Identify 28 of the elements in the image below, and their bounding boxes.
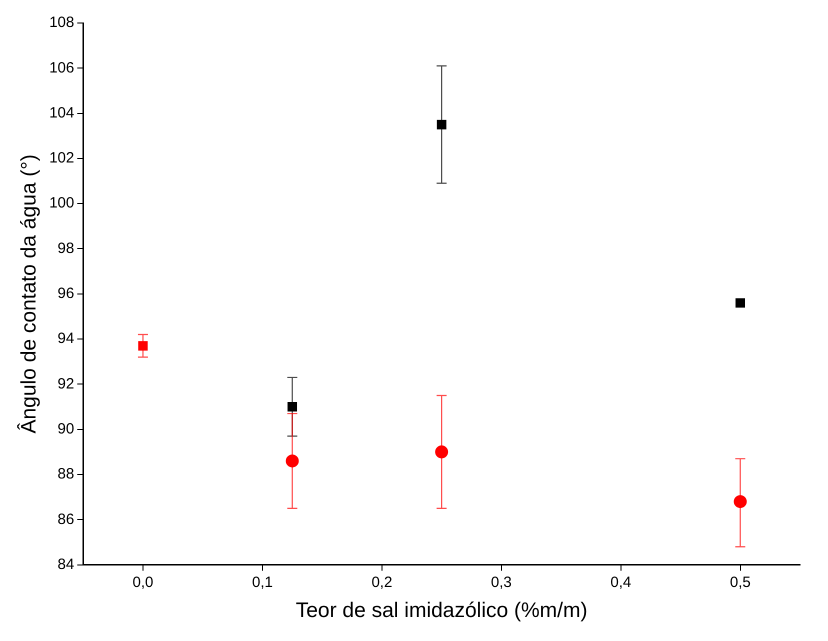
point: [288, 402, 298, 412]
x-axis-title: Teor de sal imidazólico (%m/m): [296, 599, 588, 622]
x-tick-label: 0,4: [610, 574, 632, 591]
y-tick-label: 90: [58, 420, 74, 438]
y-tick-label: 104: [49, 104, 74, 122]
y-axis-title: Ângulo de contato da água (°): [16, 154, 40, 434]
x-tick-label: 0,2: [371, 574, 392, 591]
y-tick-label: 96: [58, 285, 74, 302]
point: [436, 120, 446, 130]
y-tick-label: 94: [58, 330, 74, 348]
point: [286, 454, 299, 468]
y-tick-label: 100: [49, 194, 74, 212]
x-tick-label: 0,5: [730, 574, 751, 591]
y-tick-label: 86: [58, 510, 74, 528]
y-tick-label: 98: [58, 240, 74, 257]
y-tick-label: 102: [49, 150, 74, 167]
point: [435, 445, 448, 458]
point: [734, 495, 747, 508]
x-tick-label: 0,1: [252, 574, 273, 591]
x-tick-label: 0,0: [132, 574, 154, 591]
y-tick-label: 92: [58, 375, 74, 392]
y-tick-label: 84: [58, 556, 74, 573]
y-tick-label: 106: [49, 59, 74, 76]
point: [736, 298, 746, 308]
y-tick-label: 108: [49, 14, 74, 32]
point: [138, 341, 148, 351]
y-tick-label: 88: [58, 466, 74, 483]
x-tick-label: 0,3: [490, 574, 512, 591]
